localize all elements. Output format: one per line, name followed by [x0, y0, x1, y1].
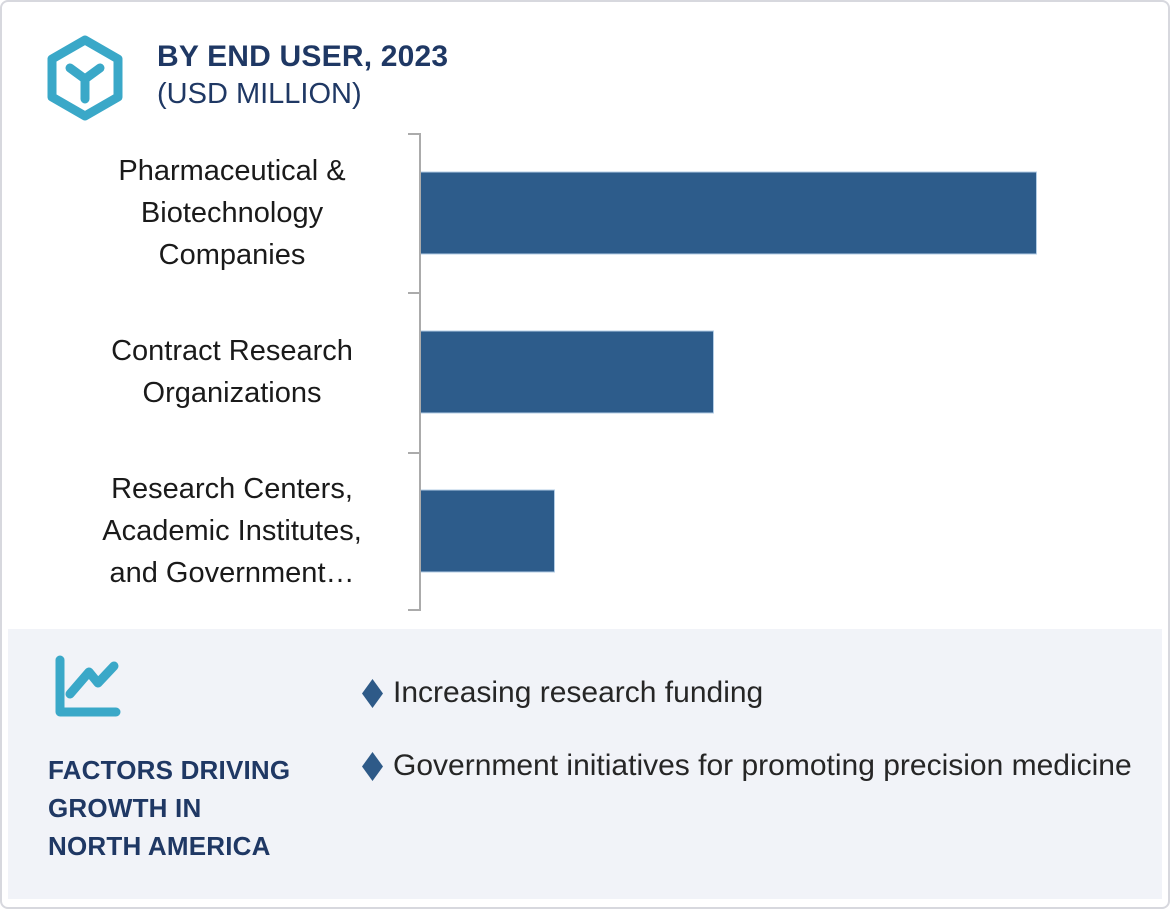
axis-tick [408, 133, 420, 135]
bullet-item: Government initiatives for promoting pre… [362, 742, 1132, 790]
line-chart-icon [55, 655, 121, 717]
chart-row: Contract Research Organizations [2, 292, 1168, 451]
bullet-text: Government initiatives for promoting pre… [393, 749, 1132, 782]
footer-heading: FACTORS DRIVING GROWTH IN NORTH AMERICA [48, 755, 291, 861]
category-label: Research Centers, Academic Institutes, a… [102, 473, 362, 590]
bar-chart: Pharmaceutical & Biotechnology Companies… [2, 133, 1168, 611]
value-bar [421, 172, 1036, 254]
axis-tick [408, 292, 420, 294]
chart-row: Pharmaceutical & Biotechnology Companies [2, 133, 1168, 292]
chart-rows: Pharmaceutical & Biotechnology Companies… [2, 133, 1168, 611]
value-bar [421, 331, 714, 413]
diamond-bullet-icon [362, 679, 383, 708]
axis-tick [408, 452, 420, 454]
category-label: Pharmaceutical & Biotechnology Companies [118, 154, 346, 271]
category-label: Contract Research Organizations [111, 334, 353, 409]
diamond-bullet-icon [362, 752, 383, 781]
bullet-item: Increasing research funding [362, 669, 1132, 717]
value-bar [421, 490, 554, 572]
page-title: BY END USER, 2023 (USD MILLION) [157, 40, 448, 111]
footer-panel: FACTORS DRIVING GROWTH IN NORTH AMERICA … [8, 629, 1162, 899]
bullet-list: Increasing research funding Government in… [362, 669, 1132, 815]
chart-row: Research Centers, Academic Institutes, a… [2, 452, 1168, 611]
bullet-text: Increasing research funding [393, 676, 764, 709]
y-axis-line [419, 133, 421, 611]
chart-subtitle: (USD MILLION) [157, 78, 362, 110]
axis-tick [408, 609, 420, 611]
hexagon-cube-icon [47, 35, 123, 121]
chart-title: BY END USER, 2023 [157, 40, 449, 73]
